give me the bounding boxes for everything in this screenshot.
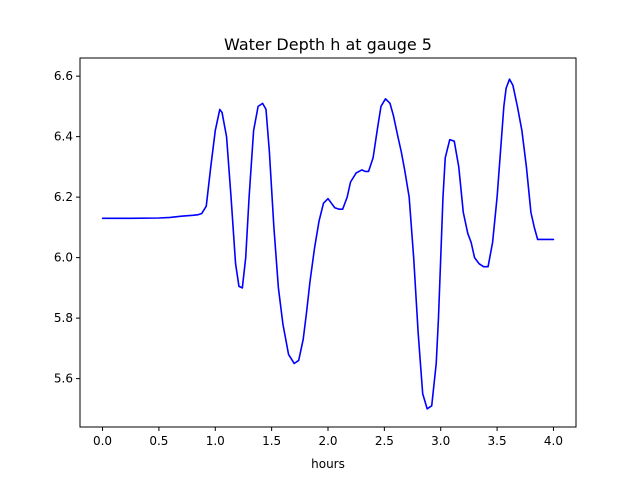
y-axis-ticks: 5.6 5.8 6.0 6.2 6.4 6.6 bbox=[54, 69, 80, 386]
y-tick-label: 5.6 bbox=[54, 372, 73, 386]
series-line-0 bbox=[101, 78, 555, 410]
x-tick-label: 3.5 bbox=[488, 434, 507, 448]
x-tick-label: 0.0 bbox=[93, 434, 112, 448]
y-tick-label: 6.2 bbox=[54, 190, 73, 204]
x-axis-label: hours bbox=[311, 457, 345, 471]
x-axis-ticks: 0.0 0.5 1.0 1.5 2.0 2.5 3.0 3.5 4.0 bbox=[93, 427, 563, 448]
x-tick-label: 2.0 bbox=[318, 434, 337, 448]
axes-frame bbox=[79, 57, 577, 428]
x-tick-label: 3.0 bbox=[431, 434, 450, 448]
y-tick-label: 5.8 bbox=[54, 311, 73, 325]
y-tick-label: 6.6 bbox=[54, 69, 73, 83]
x-tick-label: 1.5 bbox=[262, 434, 281, 448]
x-tick-label: 4.0 bbox=[544, 434, 563, 448]
x-tick-label: 2.5 bbox=[375, 434, 394, 448]
chart-title: Water Depth h at gauge 5 bbox=[224, 35, 432, 54]
y-tick-label: 6.0 bbox=[54, 251, 73, 265]
y-tick-label: 6.4 bbox=[54, 130, 73, 144]
x-tick-label: 0.5 bbox=[149, 434, 168, 448]
plot-area bbox=[79, 57, 577, 428]
x-tick-label: 1.0 bbox=[206, 434, 225, 448]
